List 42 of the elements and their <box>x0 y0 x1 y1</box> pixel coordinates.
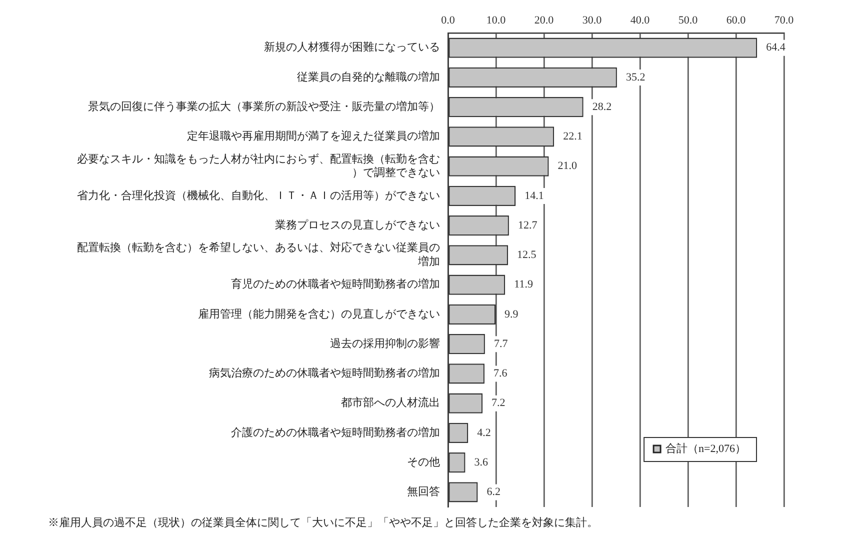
y-tick-label: 都市部への人材流出 <box>341 396 440 410</box>
data-label: 9.9 <box>504 308 519 320</box>
data-label: 28.2 <box>592 100 612 113</box>
x-tick-label: 50.0 <box>678 14 698 26</box>
y-tick-label: 必要なスキル・知識をもった人材が社内におらず、配置転換（転勤を含む）で調整できない <box>77 152 440 180</box>
data-label: 7.2 <box>492 397 506 410</box>
y-tick-label: 配置転換（転勤を含む）を希望しない、あるいは、対応できない従業員の増加 <box>77 241 440 268</box>
x-tick-label: 70.0 <box>774 14 794 26</box>
y-tick-label: 無回答 <box>407 486 440 498</box>
data-label: 11.9 <box>514 278 534 291</box>
x-tick-label: 40.0 <box>630 14 650 26</box>
data-label: 7.6 <box>493 368 508 380</box>
y-tick-label: 景気の回復に伴う事業の拡大（事業所の新設や受注・販売量の増加等） <box>88 100 440 113</box>
x-tick-label: 30.0 <box>582 14 602 26</box>
x-tick-label: 60.0 <box>726 14 746 26</box>
y-tick-label: 過去の採用抑制の影響 <box>330 336 440 350</box>
y-tick-label: 従業員の自発的な離職の増加 <box>297 70 440 84</box>
data-label: 7.7 <box>494 338 508 350</box>
x-tick-label: 20.0 <box>534 14 554 26</box>
data-label: 12.5 <box>517 249 537 262</box>
data-label: 3.6 <box>474 456 489 468</box>
y-tick-label: 省力化・合理化投資（機械化、自動化、ＩＴ・ＡＩの活用等）ができない <box>77 188 440 202</box>
data-label: 4.2 <box>477 426 491 439</box>
data-label: 6.2 <box>486 486 501 498</box>
y-tick-label: 定年退職や再雇用期間が満了を迎えた従業員の増加 <box>187 130 440 143</box>
data-label: 14.1 <box>524 190 544 202</box>
text: ※雇用人員の過不足（現状）の従業員全体に関して「大いに不足」「やや不足」と回答した企業を対象に集計。 <box>48 516 598 529</box>
data-label: 64.4 <box>766 42 786 54</box>
data-label: 21.0 <box>558 160 578 172</box>
data-label: 22.1 <box>563 130 582 143</box>
y-tick-label: 病気治療のための休職者や短時間勤務者の増加 <box>209 366 440 380</box>
x-tick-label: 10.0 <box>486 14 506 26</box>
data-label: 35.2 <box>626 71 646 84</box>
y-tick-label: 育児のための休職者や短時間勤務者の増加 <box>231 278 440 291</box>
y-tick-label: 新規の人材獲得が困難になっている <box>264 40 440 54</box>
y-tick-label: 雇用管理（能力開発を含む）の見直しができない <box>198 307 440 320</box>
y-tick-label: 介護のための休職者や短時間勤務者の増加 <box>231 426 440 439</box>
y-tick-label: 業務プロセスの見直しができない <box>275 218 440 232</box>
x-tick-label: 0.0 <box>441 14 456 26</box>
y-tick-label: その他 <box>407 456 440 468</box>
legend-label: 合計（n=2,076） <box>666 442 746 455</box>
data-label: 12.7 <box>518 219 538 232</box>
